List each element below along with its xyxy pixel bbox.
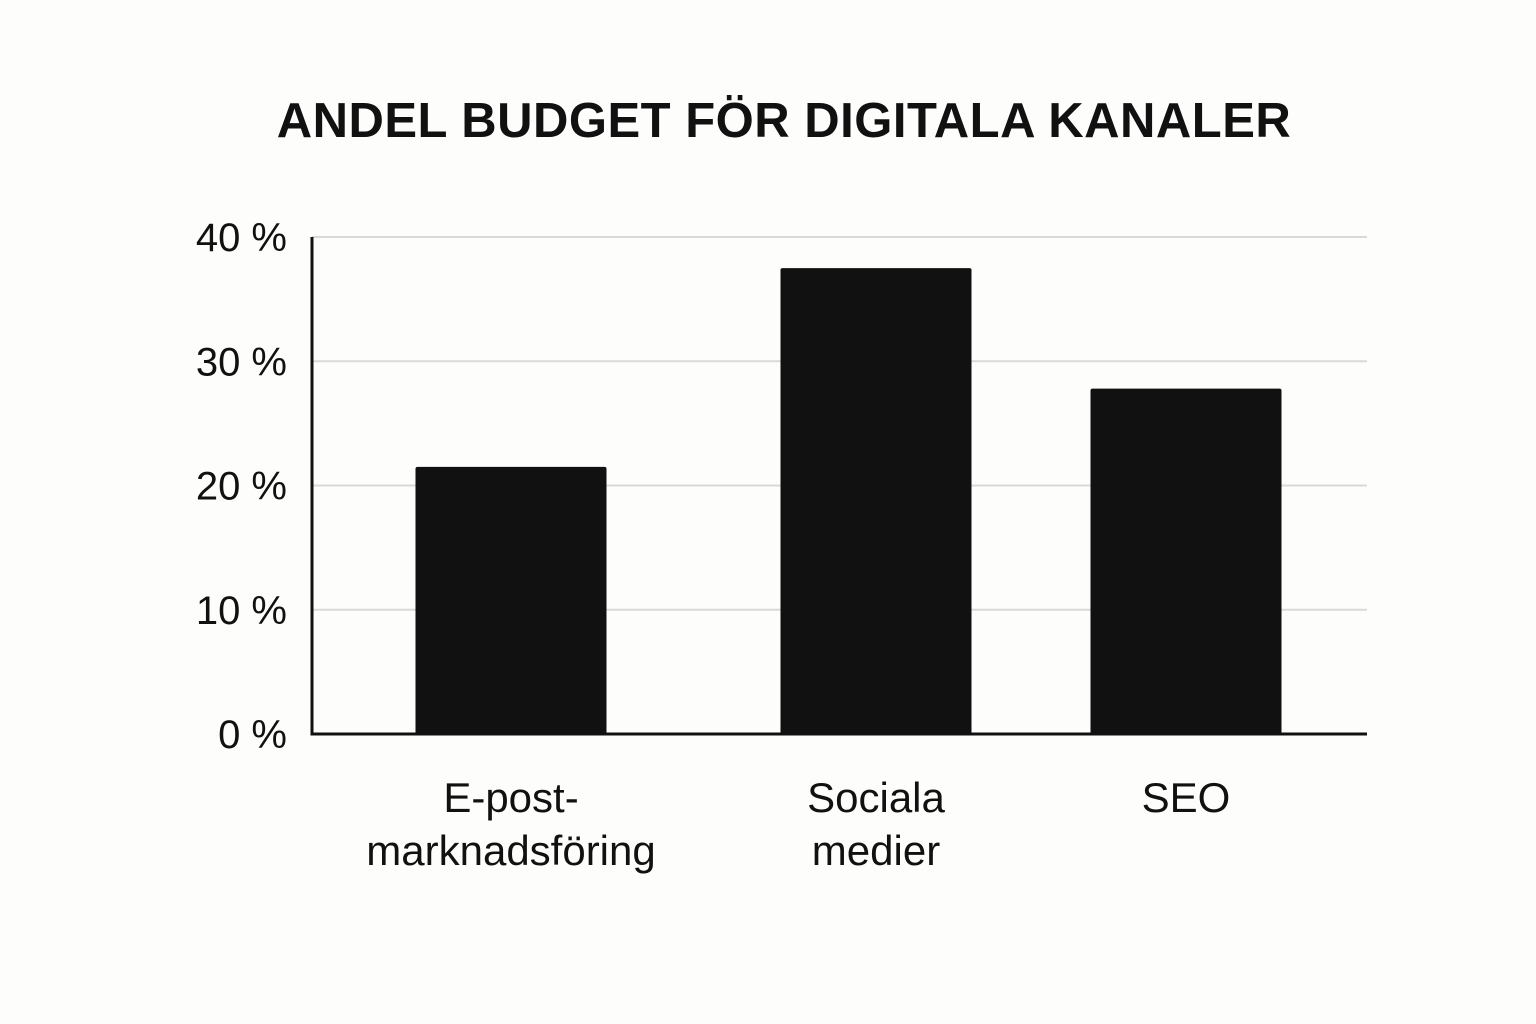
y-tick-label-40: 40 %	[196, 216, 287, 260]
bar-1	[780, 268, 972, 734]
y-tick-label-10: 10 %	[196, 589, 287, 633]
bar-0	[415, 466, 607, 734]
x-tick-label-0-line-0: E-post-	[443, 774, 578, 821]
y-tick-label-30: 30 %	[196, 340, 287, 384]
chart-title: ANDEL BUDGET FÖR DIGITALA KANALER	[277, 94, 1292, 148]
x-tick-label-1-line-0: Sociala	[807, 774, 945, 821]
y-tick-label-0: 0 %	[218, 713, 287, 757]
x-tick-label-1-line-1: medier	[812, 827, 940, 874]
x-tick-label-0-line-1: marknadsföring	[366, 827, 655, 874]
x-axis-ticks: E-post-marknadsföring Sociala medier SEO	[366, 774, 1230, 874]
y-axis-ticks: 0 % 10 % 20 % 30 % 40 %	[196, 216, 287, 757]
x-tick-label-2-line-0: SEO	[1142, 774, 1231, 821]
axis-layer	[310, 237, 1367, 736]
y-tick-label-20: 20 %	[196, 465, 287, 509]
bar-2	[1090, 388, 1282, 734]
bars-layer	[415, 268, 1282, 734]
